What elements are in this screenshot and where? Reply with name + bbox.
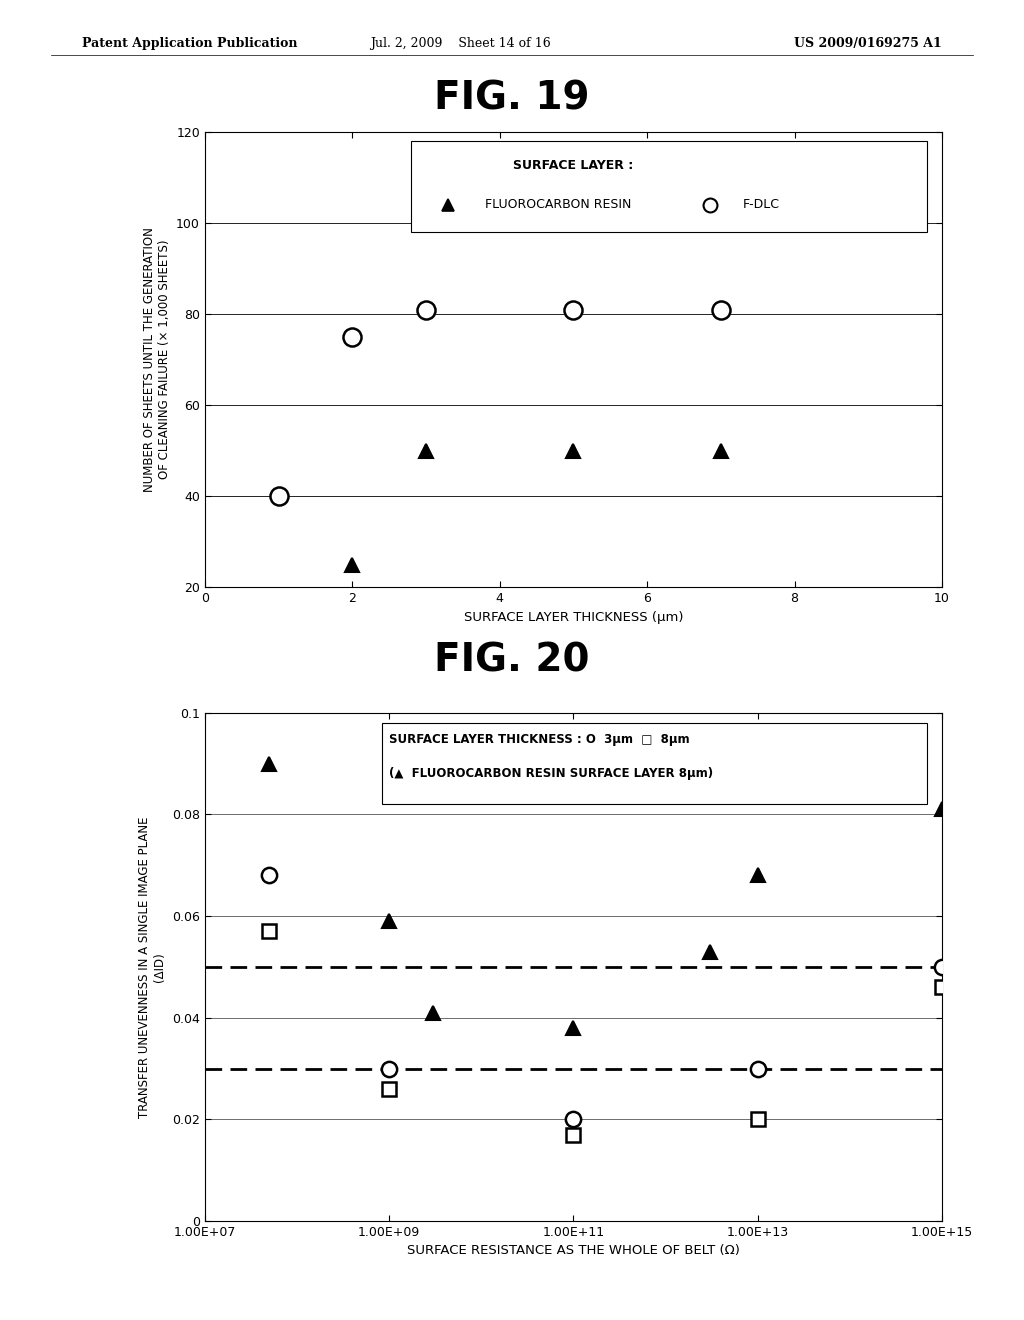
FancyBboxPatch shape	[382, 723, 928, 804]
Text: SURFACE LAYER :: SURFACE LAYER :	[513, 160, 634, 173]
Y-axis label: TRANSFER UNEVENNESS IN A SINGLE IMAGE PLANE
(ΔID): TRANSFER UNEVENNESS IN A SINGLE IMAGE PL…	[138, 816, 166, 1118]
Text: FIG. 19: FIG. 19	[434, 81, 590, 117]
Text: FLUOROCARBON RESIN: FLUOROCARBON RESIN	[485, 198, 632, 211]
Text: F-DLC: F-DLC	[743, 198, 780, 211]
FancyBboxPatch shape	[412, 141, 928, 232]
Text: US 2009/0169275 A1: US 2009/0169275 A1	[795, 37, 942, 50]
Text: Patent Application Publication: Patent Application Publication	[82, 37, 297, 50]
Text: Jul. 2, 2009    Sheet 14 of 16: Jul. 2, 2009 Sheet 14 of 16	[371, 37, 551, 50]
Text: (▲  FLUOROCARBON RESIN SURFACE LAYER 8μm): (▲ FLUOROCARBON RESIN SURFACE LAYER 8μm)	[389, 767, 714, 780]
Text: SURFACE LAYER THICKNESS : O  3μm  □  8μm: SURFACE LAYER THICKNESS : O 3μm □ 8μm	[389, 733, 690, 746]
Text: FIG. 20: FIG. 20	[434, 642, 590, 678]
X-axis label: SURFACE LAYER THICKNESS (μm): SURFACE LAYER THICKNESS (μm)	[464, 611, 683, 624]
X-axis label: SURFACE RESISTANCE AS THE WHOLE OF BELT (Ω): SURFACE RESISTANCE AS THE WHOLE OF BELT …	[407, 1245, 740, 1258]
Y-axis label: NUMBER OF SHEETS UNTIL THE GENERATION
OF CLEANING FAILURE (× 1,000 SHEETS): NUMBER OF SHEETS UNTIL THE GENERATION OF…	[142, 227, 171, 492]
